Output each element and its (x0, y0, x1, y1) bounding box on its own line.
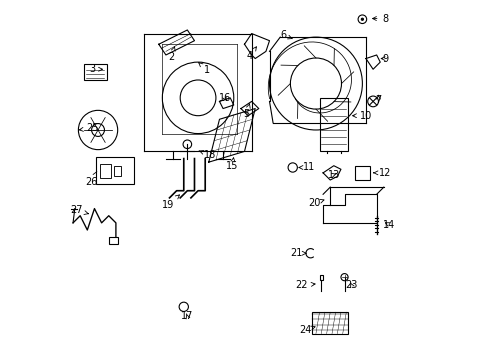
Text: 11: 11 (298, 162, 314, 172)
Text: 25: 25 (79, 123, 99, 133)
Bar (319, 98, 347, 152)
Text: 24: 24 (299, 325, 314, 335)
Text: 23: 23 (345, 280, 357, 291)
Text: 2: 2 (168, 46, 175, 62)
Text: 22: 22 (295, 280, 314, 291)
Text: 4: 4 (246, 47, 256, 61)
Text: 27: 27 (70, 205, 88, 215)
Text: 18: 18 (199, 150, 216, 160)
Bar (100, 164, 110, 178)
Text: 19: 19 (161, 195, 179, 210)
Text: 6: 6 (280, 30, 292, 40)
Text: 20: 20 (307, 198, 324, 208)
Text: 16: 16 (218, 93, 230, 103)
Bar (83, 64, 107, 80)
Text: 10: 10 (352, 111, 371, 121)
Bar (312, 312, 347, 334)
Bar (108, 237, 118, 244)
Text: 17: 17 (181, 311, 193, 321)
Circle shape (361, 18, 363, 20)
Text: 7: 7 (375, 95, 381, 105)
Bar (114, 166, 121, 176)
Text: 15: 15 (225, 158, 238, 171)
Text: 9: 9 (381, 54, 388, 64)
Text: 26: 26 (85, 171, 98, 187)
Text: 5: 5 (243, 103, 250, 119)
Text: 13: 13 (327, 170, 339, 180)
Bar (96, 157, 134, 184)
Text: 12: 12 (373, 168, 391, 178)
Text: 1: 1 (198, 63, 210, 75)
Text: 21: 21 (289, 248, 305, 258)
Text: 14: 14 (382, 220, 394, 230)
Bar (319, 275, 323, 280)
Text: 8: 8 (372, 14, 388, 23)
Text: 3: 3 (89, 64, 102, 74)
Bar (354, 166, 369, 180)
